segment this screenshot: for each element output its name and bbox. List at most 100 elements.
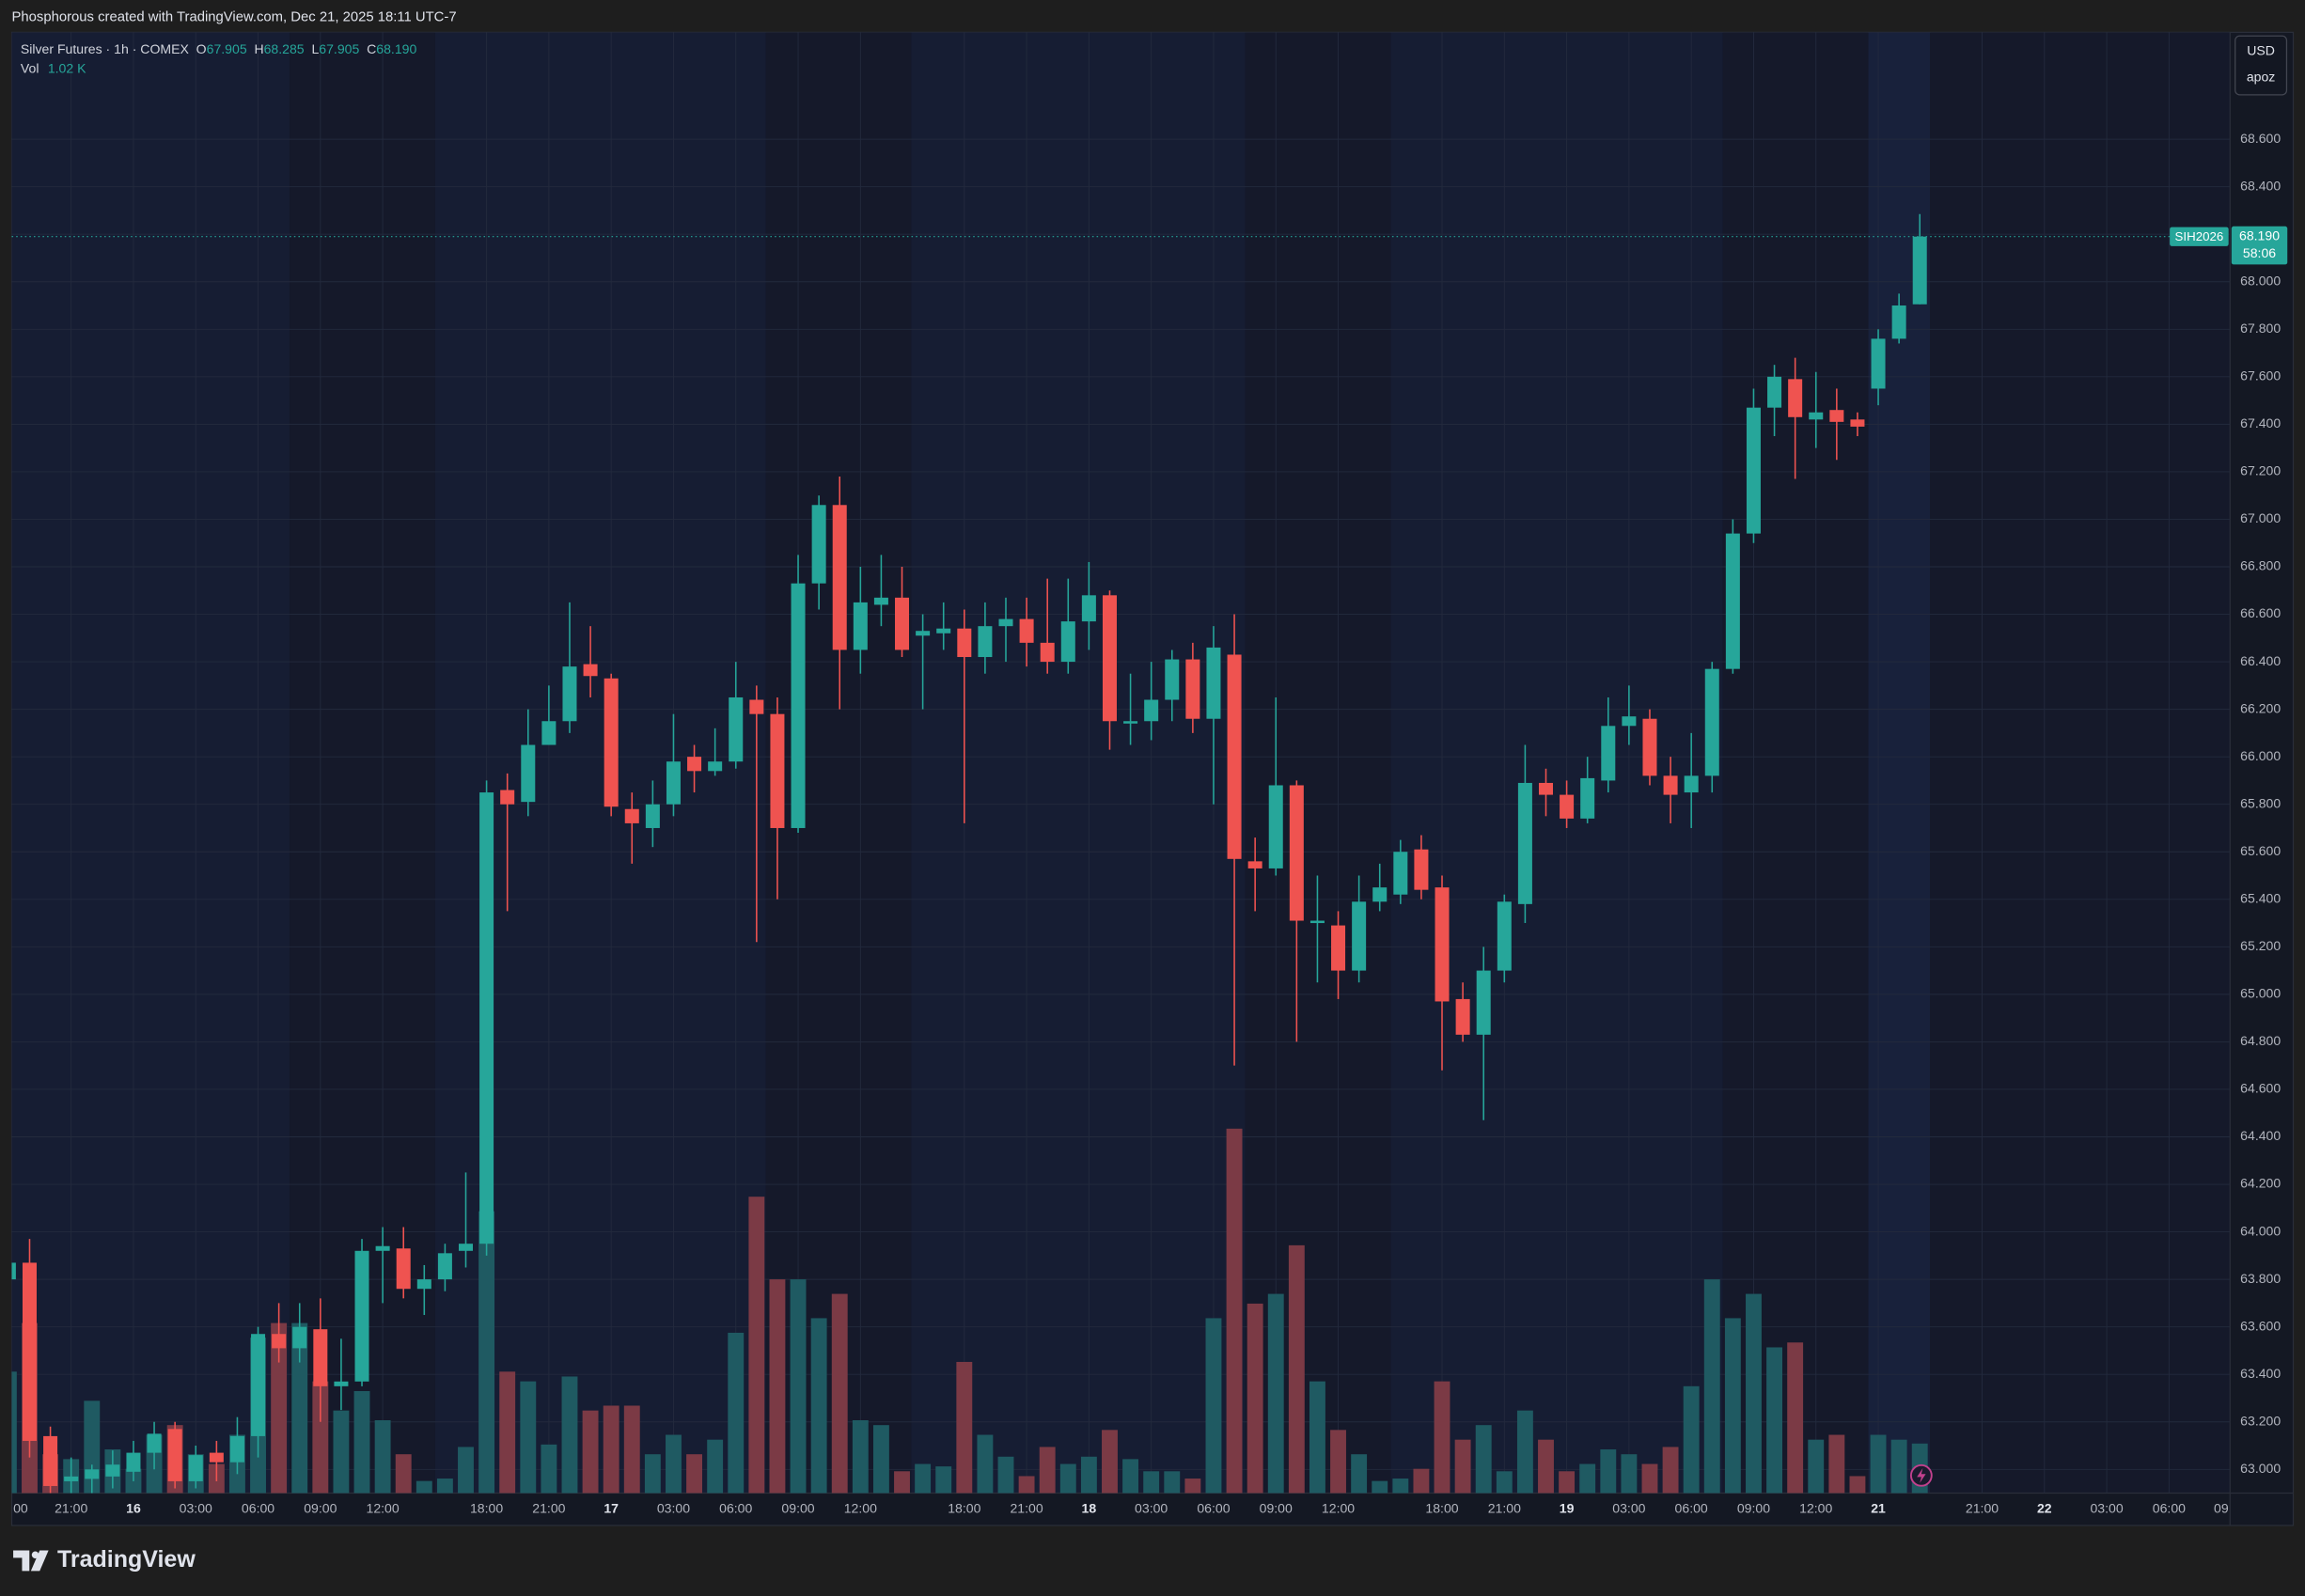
candle-body — [1372, 887, 1388, 902]
candle-body — [729, 696, 744, 762]
volume-bar — [1808, 1439, 1825, 1494]
candle-body — [1809, 412, 1824, 420]
volume-bar — [271, 1322, 288, 1494]
x-tick-label: 16 — [126, 1500, 141, 1515]
brand-logo — [13, 1550, 49, 1572]
volume-bar — [810, 1318, 827, 1494]
volume-bar — [1309, 1381, 1325, 1494]
sessions — [11, 32, 2231, 1494]
volume-bar — [915, 1463, 932, 1494]
y-tick-label: 67.400 — [2240, 415, 2281, 430]
volume-bar — [1559, 1471, 1576, 1494]
candle-body — [1497, 901, 1512, 971]
volume-bar — [1890, 1439, 1907, 1494]
y-tick-label: 63.000 — [2240, 1461, 2281, 1476]
symbol-tag-label: SIH2026 — [2175, 229, 2224, 243]
y-tick-label: 66.400 — [2240, 653, 2281, 668]
x-tick-label: 18 — [1082, 1500, 1097, 1515]
legend-symbol: Silver Futures · 1h · COMEX — [21, 41, 190, 56]
session-band — [11, 32, 290, 1494]
candle-body — [645, 804, 660, 828]
candle-body — [1746, 407, 1761, 534]
currency-box[interactable] — [2234, 35, 2288, 96]
candle-body — [126, 1452, 141, 1472]
volume-bar — [1080, 1456, 1097, 1494]
y-tick-label: 68.600 — [2240, 131, 2281, 146]
price-tag — [2231, 226, 2288, 265]
legend-close: 68.190 — [376, 41, 416, 56]
candle-body — [188, 1455, 203, 1481]
candle-body — [770, 713, 785, 828]
y-tick-label: 65.400 — [2240, 891, 2281, 906]
candle-body — [1331, 925, 1346, 971]
countdown: 58:06 — [2243, 245, 2276, 260]
y-tick-label: 67.600 — [2240, 368, 2281, 383]
currency: USD — [2247, 42, 2275, 57]
session-band — [1245, 32, 1391, 1494]
volume-bar — [1641, 1463, 1658, 1494]
candle-body — [334, 1381, 349, 1386]
candle-body — [1060, 621, 1075, 663]
caption: Phosphorous created with TradingView.com… — [12, 10, 457, 25]
candle-body — [416, 1279, 431, 1290]
x-tick-label: 09:00 — [1260, 1500, 1293, 1515]
candle-body — [1268, 785, 1283, 868]
volume-bar — [1059, 1463, 1076, 1494]
candle-body — [1081, 595, 1096, 622]
volume-bar — [520, 1381, 537, 1494]
candle-body — [998, 618, 1013, 627]
candle-body — [1850, 419, 1865, 427]
x-tick-label: 09 — [2214, 1500, 2229, 1515]
axes: 63.000 63.200 63.400 63.600 63.800 64.000 64.2… — [11, 131, 2288, 1515]
x-tick-label: 12:00 — [844, 1500, 877, 1515]
volume-bar — [1267, 1293, 1284, 1494]
x-tick-label: 21:00 — [55, 1500, 87, 1515]
candle-body — [64, 1476, 79, 1481]
candle-body — [85, 1469, 100, 1479]
candle-body — [354, 1250, 369, 1382]
volume-bar — [1434, 1381, 1450, 1494]
legend-o-label: O — [196, 41, 207, 56]
candle-body — [1891, 305, 1906, 339]
candle-body — [1767, 376, 1782, 408]
candle-body — [1538, 782, 1554, 795]
volume-bar — [353, 1390, 370, 1494]
x-tick-label: 21:00 — [1488, 1500, 1521, 1515]
candle-body — [458, 1244, 474, 1251]
legend-vol-label: Vol — [21, 60, 39, 75]
y-tick-label: 67.000 — [2240, 510, 2281, 525]
candle-body — [500, 790, 515, 805]
candle-body — [791, 583, 806, 828]
y-tick-label: 65.000 — [2240, 986, 2281, 1001]
candle-body — [1165, 659, 1180, 700]
candle-body — [272, 1334, 287, 1349]
volume-bar — [1621, 1454, 1638, 1494]
x-tick-label: 03:00 — [2090, 1500, 2123, 1515]
legend-open: 67.905 — [207, 41, 247, 56]
volume-bar — [872, 1425, 889, 1494]
y-tick-label: 63.800 — [2240, 1271, 2281, 1286]
y-tick-label: 64.000 — [2240, 1223, 2281, 1238]
candle-body — [1227, 654, 1242, 859]
y-tick-label: 64.600 — [2240, 1081, 2281, 1096]
y-tick-label: 65.800 — [2240, 795, 2281, 810]
candle-body — [853, 602, 868, 650]
volume-bar — [458, 1447, 474, 1494]
volume-bar — [1102, 1430, 1118, 1494]
volume-bar — [1413, 1468, 1430, 1494]
logo-mark — [30, 1550, 49, 1572]
volume-bar — [894, 1471, 910, 1494]
legend-h-label: H — [254, 41, 263, 56]
candle-body — [22, 1262, 37, 1441]
candle-body — [229, 1435, 244, 1463]
volume-bar — [707, 1439, 724, 1494]
brand: TradingView — [57, 1546, 196, 1573]
candle-body — [1517, 782, 1532, 904]
volume-bar — [561, 1376, 578, 1494]
candle-body — [292, 1326, 307, 1349]
candle-body — [521, 744, 536, 803]
candle-body — [1435, 887, 1450, 1002]
x-tick-label: 22 — [2037, 1500, 2052, 1515]
y-tick-label: 65.600 — [2240, 843, 2281, 858]
